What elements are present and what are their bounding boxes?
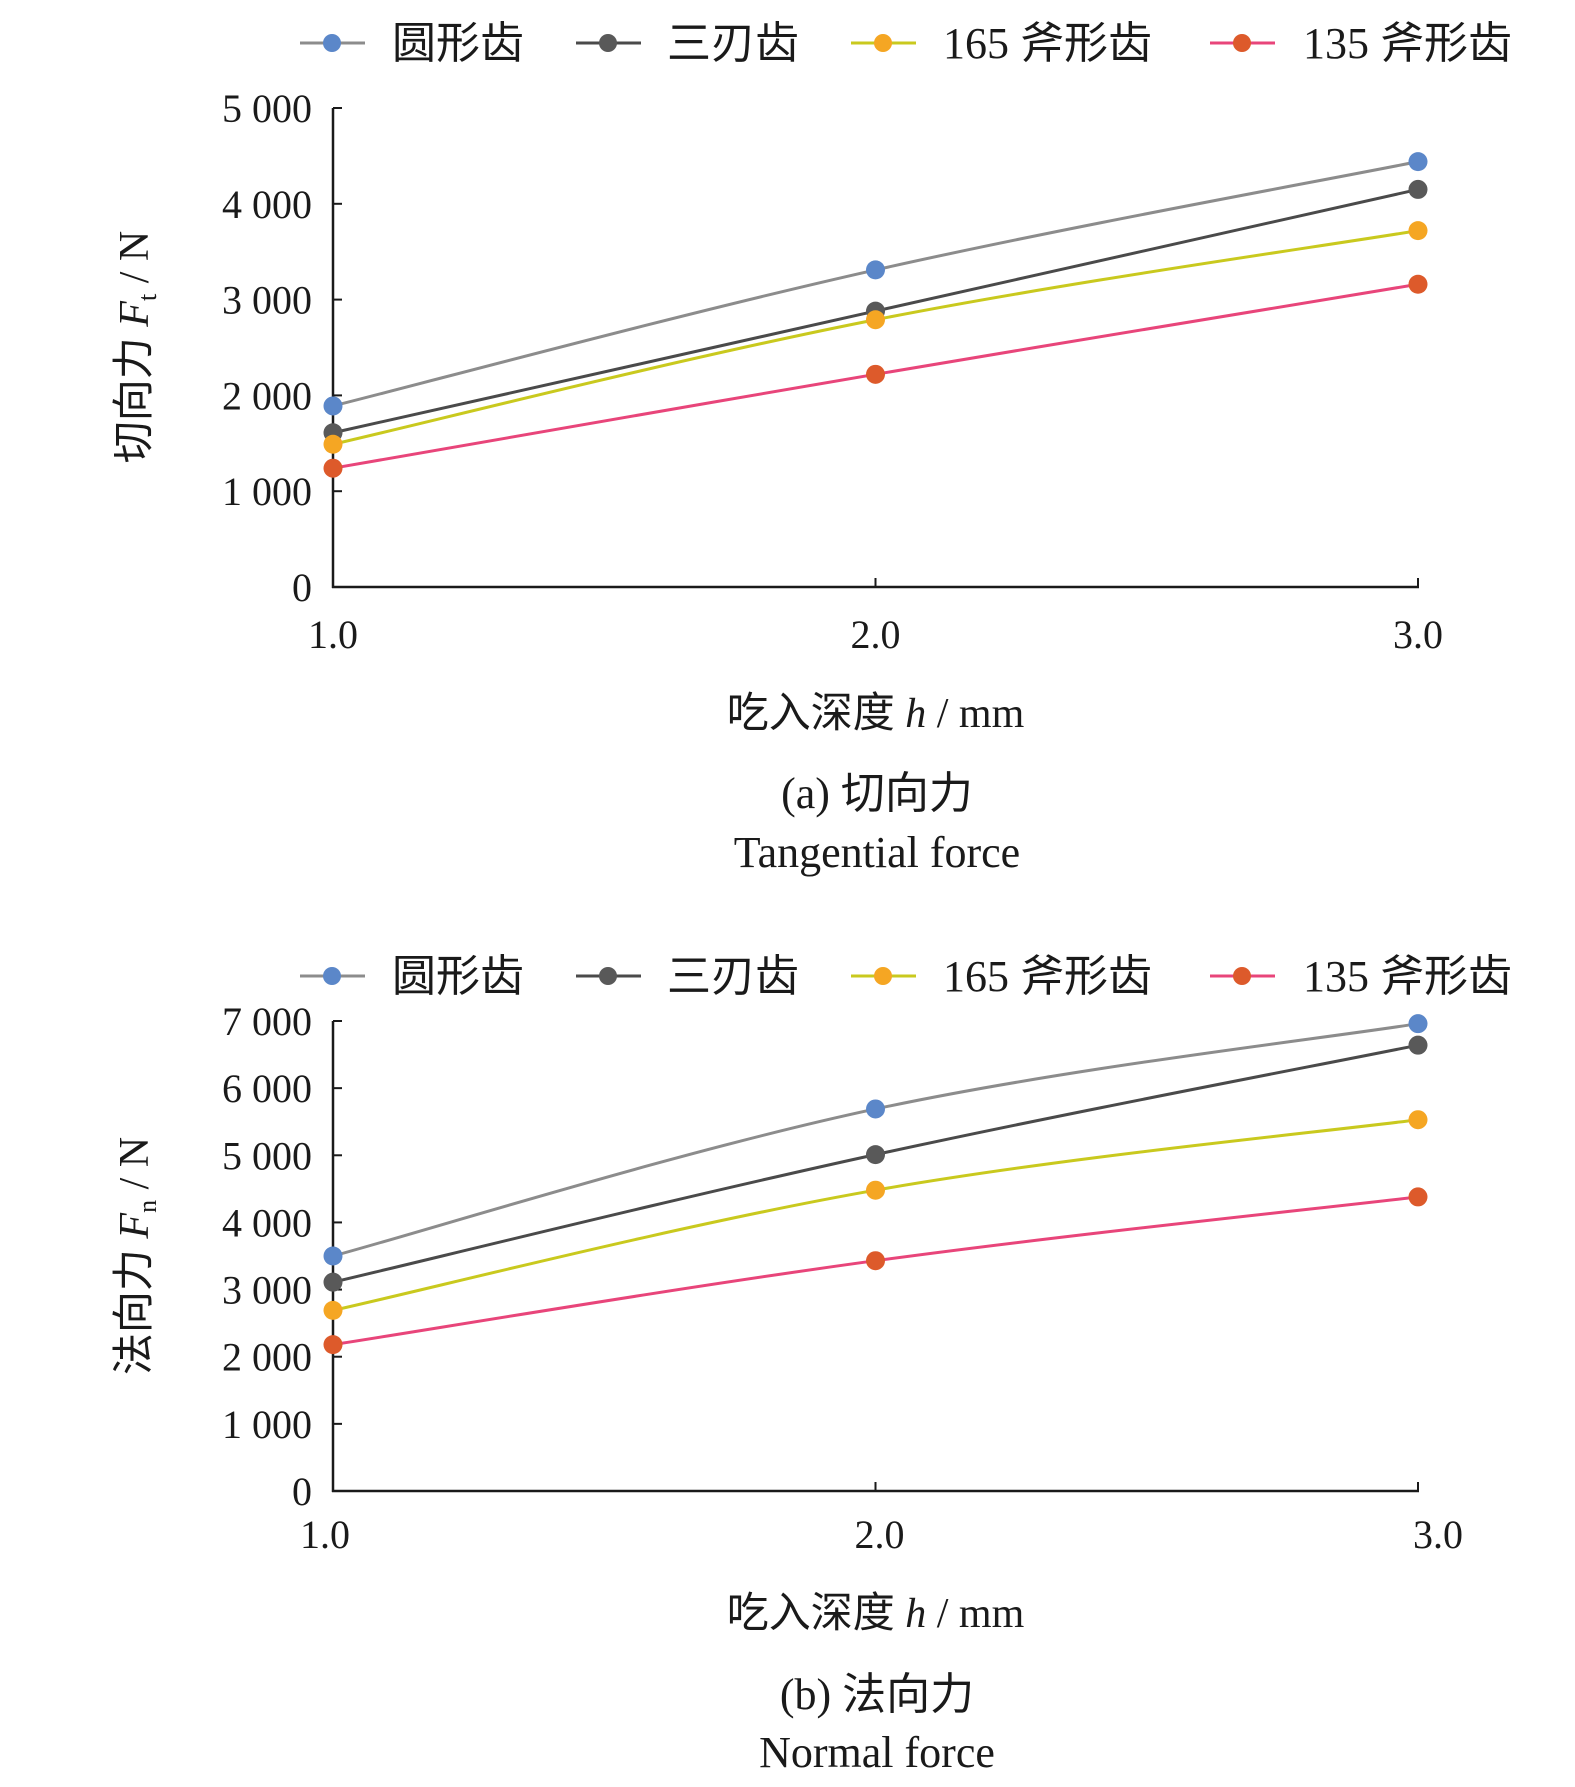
- x-axis-label: 吃入深度 h / mm: [727, 691, 1025, 737]
- legend-label: 165 斧形齿: [943, 19, 1152, 68]
- legend-marker: [874, 34, 892, 52]
- data-point-series-1: [323, 396, 343, 416]
- data-point-series-1: [1408, 1014, 1428, 1034]
- legend-item: 三刃齿: [576, 952, 799, 1001]
- y-axis-label-subscript: n: [133, 1200, 162, 1213]
- x-axis-label-unit: / mm: [926, 691, 1024, 737]
- legend-label: 圆形齿: [392, 952, 524, 1001]
- legend: 圆形齿 三刃齿 165 斧形齿 135 斧形齿: [300, 19, 1512, 68]
- data-point-series-2: [323, 1272, 343, 1292]
- legend-marker: [874, 967, 892, 985]
- x-axis-label-prefix: 吃入深度: [727, 1591, 906, 1637]
- x-tick-label: 3.0: [1413, 1512, 1463, 1557]
- x-tick-label: 2.0: [851, 612, 901, 657]
- legend-item: 135 斧形齿: [1210, 19, 1512, 68]
- y-tick-label: 5 000: [222, 1133, 312, 1178]
- panel-caption-english: Normal force: [759, 1728, 995, 1777]
- y-tick-label: 7 000: [222, 999, 312, 1044]
- x-axis-label-prefix: 吃入深度: [727, 691, 906, 737]
- y-tick-label: 1 000: [222, 469, 312, 514]
- y-tick-label: 5 000: [222, 86, 312, 131]
- y-axis-label-prefix: 切向力: [112, 327, 158, 464]
- x-tick-label: 1.0: [308, 612, 358, 657]
- legend-marker: [599, 967, 617, 985]
- y-tick-label: 3 000: [222, 1268, 312, 1313]
- y-axis-label-unit: / N: [112, 231, 158, 294]
- data-point-series-4: [1408, 274, 1428, 294]
- y-tick-label: 2 000: [222, 373, 312, 418]
- legend-label: 三刃齿: [667, 19, 799, 68]
- data-point-series-4: [866, 364, 885, 384]
- x-tick-label: 1.0: [300, 1512, 350, 1557]
- data-point-series-3: [1408, 221, 1428, 241]
- y-tick-label: 4 000: [222, 182, 312, 227]
- data-point-series-3: [866, 1180, 885, 1200]
- data-point-series-1: [323, 1246, 343, 1266]
- chart-panel-a: 圆形齿 三刃齿 165 斧形齿 135 斧形齿 0 1 000 2 000 3 000 4 00…: [112, 19, 1512, 877]
- data-point-series-4: [866, 1251, 885, 1271]
- data-point-series-2: [866, 1145, 885, 1165]
- data-point-series-3: [866, 310, 885, 330]
- y-tick-label: 2 000: [222, 1335, 312, 1380]
- y-axis-label-variable: F: [112, 1213, 158, 1240]
- legend-item: 135 斧形齿: [1210, 952, 1512, 1001]
- y-axis-label-subscript: t: [133, 293, 162, 301]
- legend-marker: [1233, 967, 1251, 985]
- data-point-series-3: [323, 1300, 343, 1320]
- y-tick-label: 0: [292, 565, 312, 610]
- y-axis-label-variable: F: [112, 301, 158, 328]
- legend-item: 圆形齿: [300, 952, 524, 1001]
- data-point-series-2: [1408, 1035, 1428, 1055]
- y-axis-label-prefix: 法向力: [112, 1239, 158, 1376]
- legend-item: 165 斧形齿: [851, 19, 1152, 68]
- legend-label: 三刃齿: [667, 952, 799, 1001]
- legend-item: 圆形齿: [300, 19, 524, 68]
- legend-item: 165 斧形齿: [851, 952, 1152, 1001]
- x-axis-label-unit: / mm: [926, 1591, 1024, 1637]
- x-axis-label: 吃入深度 h / mm: [727, 1591, 1025, 1637]
- y-tick-label: 1 000: [222, 1402, 312, 1447]
- panel-caption: (a) 切向力: [781, 769, 973, 818]
- legend-label: 135 斧形齿: [1303, 952, 1512, 1001]
- y-axis-label: 切向力 Ft / N: [112, 231, 162, 463]
- data-point-series-3: [323, 434, 343, 454]
- y-tick-label: 6 000: [222, 1066, 312, 1111]
- legend-item: 三刃齿: [576, 19, 799, 68]
- legend-marker: [1233, 34, 1251, 52]
- y-tick-label: 0: [292, 1469, 312, 1514]
- x-tick-label: 3.0: [1393, 612, 1443, 657]
- data-point-series-1: [1408, 152, 1428, 172]
- legend-marker: [323, 34, 341, 52]
- y-axis-label-unit: / N: [112, 1137, 158, 1200]
- y-axis-label: 法向力 Fn / N: [112, 1137, 162, 1375]
- data-point-series-1: [866, 1099, 885, 1119]
- legend-marker: [323, 967, 341, 985]
- data-point-series-4: [323, 458, 343, 478]
- panel-caption-english: Tangential force: [734, 828, 1020, 877]
- x-axis-label-variable: h: [905, 691, 926, 737]
- legend: 圆形齿 三刃齿 165 斧形齿 135 斧形齿: [300, 952, 1512, 1001]
- panel-caption: (b) 法向力: [780, 1670, 974, 1719]
- legend-label: 165 斧形齿: [943, 952, 1152, 1001]
- legend-label: 135 斧形齿: [1303, 19, 1512, 68]
- y-tick-label: 4 000: [222, 1200, 312, 1245]
- legend-label: 圆形齿: [392, 19, 524, 68]
- chart-panel-b: 圆形齿 三刃齿 165 斧形齿 135 斧形齿 0 1 000 2 000 3 000 4 00…: [112, 952, 1512, 1777]
- data-point-series-4: [323, 1335, 343, 1355]
- y-tick-label: 3 000: [222, 278, 312, 323]
- x-axis-label-variable: h: [905, 1591, 926, 1637]
- data-point-series-1: [866, 260, 885, 280]
- x-tick-label: 2.0: [855, 1512, 905, 1557]
- data-point-series-4: [1408, 1187, 1428, 1207]
- data-point-series-3: [1408, 1110, 1428, 1130]
- data-point-series-2: [1408, 179, 1428, 199]
- legend-marker: [599, 34, 617, 52]
